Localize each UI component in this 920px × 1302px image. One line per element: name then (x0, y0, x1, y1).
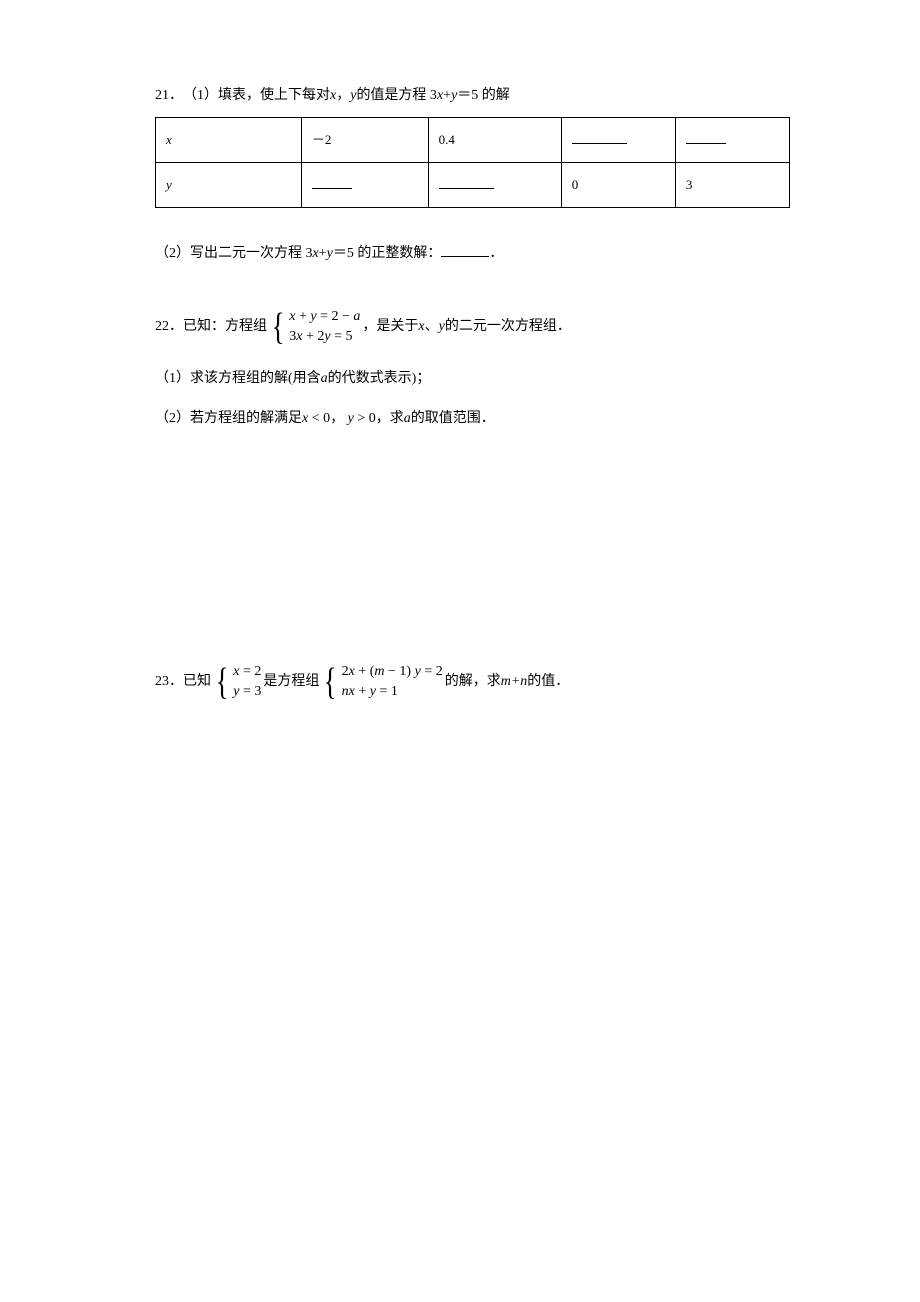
eq-row: y = 3 (233, 682, 261, 702)
cell-y-var: y (166, 177, 172, 192)
q22-dot: 、 (425, 306, 439, 348)
table-row: x －2 0.4 (156, 118, 790, 163)
cell-x-val2: 0.4 (428, 118, 561, 163)
q23-system-2: { 2x + (m − 1) y = 2 nx + y = 1 (321, 662, 442, 701)
q21-comma: ， (336, 85, 350, 107)
q22-ycond: y > 0 (344, 408, 376, 430)
q21-part1-prefix: （1）填表，使上下每对 (183, 85, 330, 107)
system-rows: x + y = 2 − a 3x + 2y = 5 (289, 307, 360, 346)
cell-x-var: x (166, 132, 172, 147)
blank-field[interactable] (686, 131, 726, 144)
q21-part2-line: （2）写出二元一次方程 3 x + y ＝5 的正整数解： ． (155, 243, 790, 265)
left-brace-icon: { (324, 663, 337, 701)
q22-sub2: （2）若方程组的解满足 x < 0 ， y > 0 ，求 a 的取值范围． (155, 408, 790, 430)
cell-x-label: x (156, 118, 302, 163)
q21-plus2: + (319, 243, 327, 265)
q21-part2-suffix: ＝5 的正整数解： (333, 243, 442, 265)
q21-plus: + (443, 85, 451, 107)
q22-suffix: 的二元一次方程组． (445, 306, 571, 348)
q21-part1-line: 21． （1）填表，使上下每对 x ， y 的值是方程 3 x + y ＝5 的… (155, 85, 790, 107)
q23-suffix1: 的解，求 (445, 661, 501, 703)
cell-y-blank1 (301, 163, 428, 208)
q21-part2-prefix: （2）写出二元一次方程 3 (155, 243, 313, 265)
q21-table: x －2 0.4 y 0 3 (155, 117, 790, 208)
q22-number: 22． (155, 306, 183, 348)
q22-var-a: a (321, 368, 328, 390)
q23-prefix: 已知 (183, 661, 211, 703)
left-brace-icon: { (272, 308, 285, 346)
q23-suffix2: 的值． (527, 661, 569, 703)
q23-main-line: 23． 已知 { x = 2 y = 3 是方程组 { 2x + (m − 1)… (155, 661, 569, 703)
system-rows: 2x + (m − 1) y = 2 nx + y = 1 (342, 662, 443, 701)
q22-sub1-prefix: （1）求该方程组的解(用含 (155, 368, 321, 390)
q23-mid: 是方程组 (263, 661, 319, 703)
q21-period: ． (489, 243, 503, 265)
q21-number: 21． (155, 85, 183, 107)
left-brace-icon: { (216, 663, 229, 701)
q22-sub2-comma: ， (330, 408, 344, 430)
q22-sub2-prefix: （2）若方程组的解满足 (155, 408, 302, 430)
q23-system-1: { x = 2 y = 3 (213, 662, 261, 701)
blank-field[interactable] (439, 176, 494, 189)
q22-sub2-mid: ，求 (376, 408, 404, 430)
problem-22: 22． 已知：方程组 { x + y = 2 − a 3x + 2y = 5 ，… (155, 306, 790, 431)
cell-y-val2: 3 (675, 163, 789, 208)
q22-sub1-suffix: 的代数式表示)； (328, 368, 431, 390)
eq-row: 2x + (m − 1) y = 2 (342, 662, 443, 682)
system-rows: x = 2 y = 3 (233, 662, 261, 701)
cell-x-blank1 (561, 118, 675, 163)
table-row: y 0 3 (156, 163, 790, 208)
q22-sub1: （1）求该方程组的解(用含 a 的代数式表示)； (155, 368, 790, 390)
cell-y-val1: 0 (561, 163, 675, 208)
problem-21: 21． （1）填表，使上下每对 x ， y 的值是方程 3 x + y ＝5 的… (155, 85, 790, 266)
q22-system: { x + y = 2 − a 3x + 2y = 5 (269, 307, 360, 346)
cell-y-label: y (156, 163, 302, 208)
eq-row: nx + y = 1 (342, 682, 443, 702)
q22-var-a2: a (404, 408, 411, 430)
cell-y-blank2 (428, 163, 561, 208)
blank-field[interactable] (572, 131, 627, 144)
q23-number: 23． (155, 661, 183, 703)
eq-row-2: 3x + 2y = 5 (289, 327, 360, 347)
blank-field[interactable] (441, 243, 489, 257)
q22-xcond: x < 0 (302, 408, 330, 430)
eq-row-1: x + y = 2 − a (289, 307, 360, 327)
eq-row: x = 2 (233, 662, 261, 682)
q22-main-line: 22． 已知：方程组 { x + y = 2 − a 3x + 2y = 5 ，… (155, 306, 571, 348)
problem-23: 23． 已知 { x = 2 y = 3 是方程组 { 2x + (m − 1)… (155, 661, 790, 703)
q22-mid: ，是关于 (362, 306, 418, 348)
q22-prefix: 已知：方程组 (183, 306, 267, 348)
q21-part1-suffix: 的值是方程 3 (356, 85, 437, 107)
cell-x-val1: －2 (301, 118, 428, 163)
q23-mn: m+n (501, 661, 528, 703)
blank-field[interactable] (312, 176, 352, 189)
q21-eq: ＝5 的解 (457, 85, 510, 107)
q22-sub2-suffix: 的取值范围． (411, 408, 495, 430)
cell-x-blank2 (675, 118, 789, 163)
